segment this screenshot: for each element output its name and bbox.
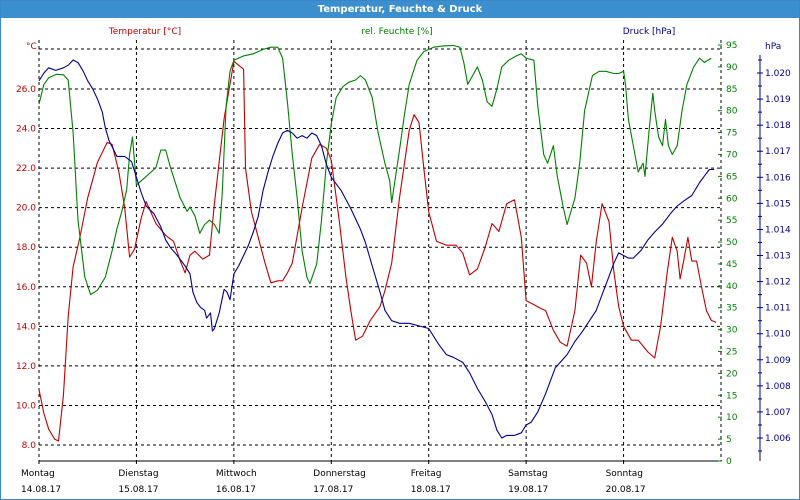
grid	[39, 40, 722, 461]
humidity-tick-label: 50	[726, 238, 738, 248]
date-label: 18.08.17	[411, 485, 451, 495]
temperature-tick-label: 20.0	[16, 204, 36, 214]
pressure-tick-label: 1.009	[765, 356, 791, 366]
date-label: 20.08.17	[606, 485, 646, 495]
series-group	[38, 44, 717, 442]
humidity-tick-label: 40	[726, 282, 738, 292]
humidity-tick-label: 45	[726, 260, 737, 270]
pressure-tick-label: 1.006	[765, 434, 791, 444]
date-label: 17.08.17	[313, 485, 353, 495]
temperature-tick-label: 8.0	[22, 441, 37, 451]
humidity-tick-label: 35	[726, 304, 737, 314]
humidity-axis-title: rel. Feuchte [%]	[361, 27, 432, 37]
humidity-tick-label: 75	[726, 129, 737, 139]
day-label: Donnerstag	[313, 469, 366, 479]
temperature-series-line	[38, 60, 717, 442]
humidity-tick-label: 0	[726, 457, 732, 467]
temperature-tick-label: 22.0	[16, 164, 36, 174]
humidity-tick-label: 30	[726, 326, 738, 336]
date-label: 14.08.17	[21, 485, 61, 495]
humidity-tick-label: 20	[726, 369, 738, 379]
temperature-tick-label: 14.0	[16, 322, 36, 332]
pressure-tick-label: 1.015	[765, 199, 791, 209]
humidity-tick-label: 90	[726, 63, 738, 73]
humidity-tick-label: 65	[726, 172, 737, 182]
temperature-tick-label: 18.0	[16, 243, 36, 253]
humidity-tick-label: 25	[726, 348, 737, 358]
temperature-tick-label: 24.0	[16, 125, 36, 135]
temperature-tick-label: 10.0	[16, 401, 36, 411]
chart-title: Temperatur, Feuchte & Druck	[1, 1, 799, 18]
humidity-tick-label: 80	[726, 107, 738, 117]
pressure-tick-label: 1.018	[765, 121, 791, 131]
date-label: 16.08.17	[216, 485, 256, 495]
day-label: Sonntag	[606, 469, 643, 479]
pressure-tick-label: 1.010	[765, 330, 791, 340]
humidity-tick-label: 5	[726, 435, 732, 445]
humidity-series-line	[38, 44, 712, 296]
pressure-tick-label: 1.016	[765, 173, 791, 183]
humidity-tick-label: 55	[726, 216, 737, 226]
day-label: Dienstag	[118, 469, 158, 479]
day-label: Samstag	[508, 469, 547, 479]
humidity-tick-label: 60	[726, 194, 738, 204]
humidity-tick-label: 15	[726, 391, 737, 401]
humidity-tick-label: 10	[726, 413, 738, 423]
pressure-unit-label: hPa	[765, 42, 781, 52]
pressure-tick-label: 1.011	[765, 304, 791, 314]
pressure-tick-label: 1.014	[765, 225, 791, 235]
date-label: 19.08.17	[508, 485, 548, 495]
humidity-tick-label: 95	[726, 41, 737, 51]
temperature-tick-label: 26.0	[16, 85, 36, 95]
temperature-unit-label: °C	[26, 42, 37, 52]
day-label: Montag	[21, 469, 55, 479]
pressure-tick-label: 1.007	[765, 408, 791, 418]
temperature-axis-title: Temperatur [°C]	[108, 27, 181, 37]
pressure-axis-title: Druck [hPa]	[623, 27, 676, 37]
pressure-tick-label: 1.012	[765, 278, 791, 288]
pressure-series-line	[38, 59, 715, 439]
day-label: Freitag	[411, 469, 442, 479]
day-label: Mittwoch	[216, 469, 257, 479]
pressure-tick-label: 1.013	[765, 252, 791, 262]
axis-labels: °C Temperatur [°C] rel. Feuchte [%] Druc…	[26, 27, 781, 52]
date-label: 15.08.17	[118, 485, 158, 495]
pressure-tick-label: 1.019	[765, 95, 791, 105]
pressure-tick-label: 1.008	[765, 382, 791, 392]
axes: 8.0 10.0 12.0 14.0 16.0 18.0 20.0 22.0 24.0 26.0 0…	[16, 40, 791, 495]
pressure-tick-label: 1.017	[765, 147, 791, 157]
humidity-tick-label: 70	[726, 150, 738, 160]
temperature-tick-label: 16.0	[16, 283, 36, 293]
pressure-tick-label: 1.020	[765, 69, 791, 79]
temperature-tick-label: 12.0	[16, 362, 36, 372]
humidity-tick-label: 85	[726, 85, 737, 95]
